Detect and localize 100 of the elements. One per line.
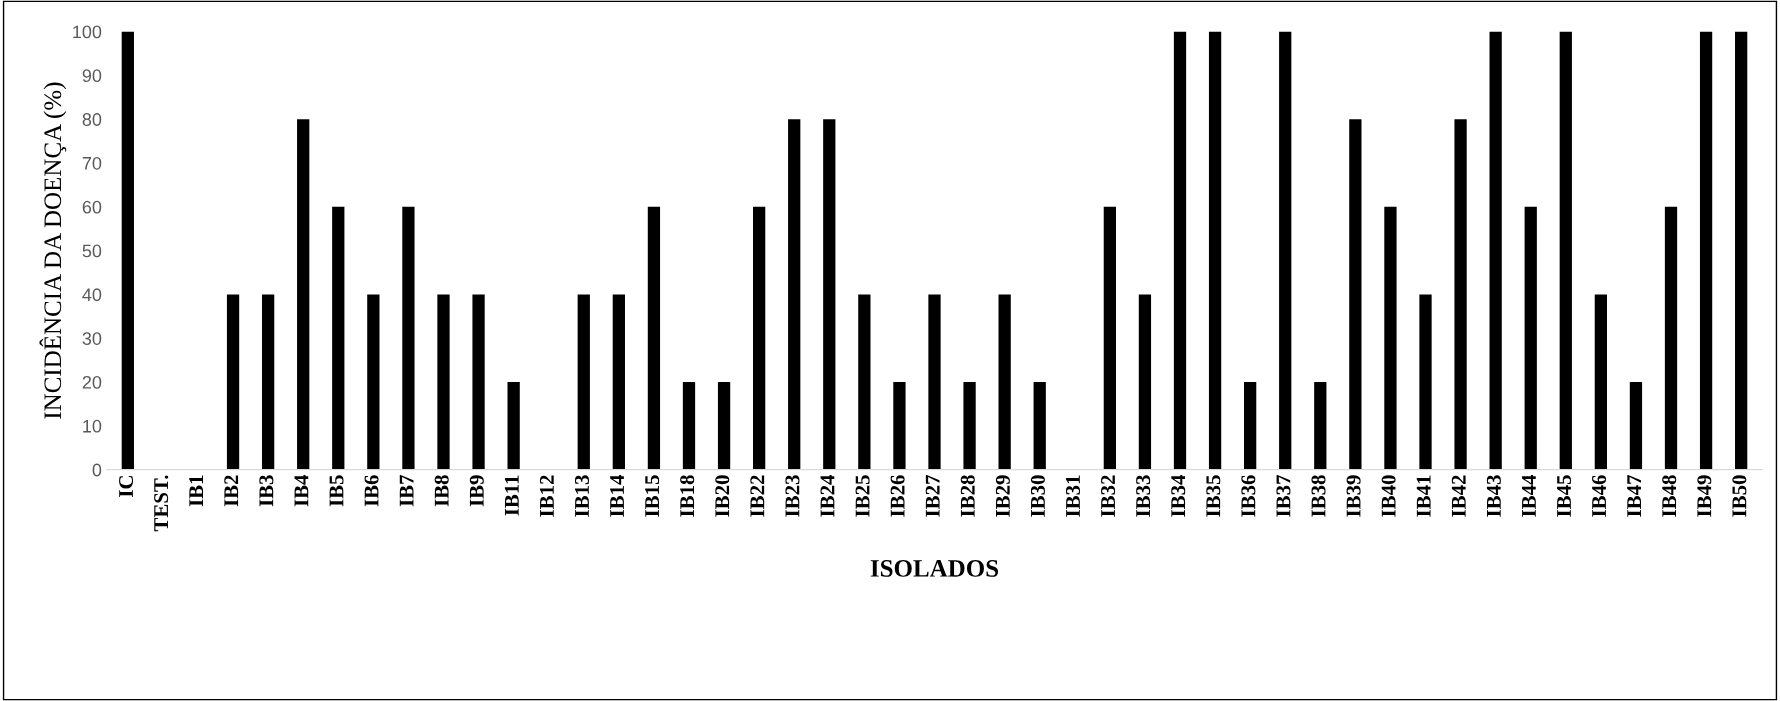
bar (472, 294, 485, 470)
x-tick-label: IB48 (1662, 475, 1677, 517)
x-tick-label: IB49 (1697, 475, 1712, 517)
x-tick-label: IB30 (1030, 475, 1045, 517)
y-axis-title: INCIDÊNCIA DA DOENÇA (%) (39, 82, 67, 419)
x-tick-label: IB32 (1101, 475, 1116, 517)
x-tick-label: IB18 (680, 475, 695, 517)
y-tick-label: 60 (82, 200, 102, 214)
bar (226, 294, 240, 470)
bar (893, 382, 906, 470)
x-tick-label: IB26 (890, 475, 905, 517)
x-tick-label: IB11 (504, 475, 519, 516)
x-tick-label: IB6 (364, 475, 379, 507)
bar (1384, 206, 1397, 470)
x-tick-label: IB36 (1241, 475, 1256, 517)
x-tick-label: IB43 (1486, 475, 1501, 517)
x-tick-label: IB3 (259, 475, 274, 507)
y-tick-label: 100 (73, 25, 102, 39)
x-tick-label: IB44 (1522, 474, 1536, 517)
bar (612, 294, 625, 470)
bar (1594, 294, 1608, 470)
bar (297, 119, 310, 470)
bar (1173, 31, 1187, 470)
x-tick-label: IB24 (820, 474, 835, 517)
bar (437, 294, 450, 470)
x-tick-label: IB22 (750, 475, 765, 517)
x-tick-label: IB7 (399, 475, 414, 507)
bar (1699, 31, 1713, 470)
bar (1138, 294, 1152, 470)
bar (1454, 119, 1467, 470)
bar (1489, 31, 1502, 470)
x-tick-label: IB47 (1627, 475, 1642, 517)
y-tick-label: 70 (82, 156, 102, 170)
x-tick-label: IB29 (995, 475, 1010, 517)
y-tick-label: 20 (82, 375, 102, 389)
bar (1524, 206, 1537, 470)
y-tick-label: 80 (82, 113, 102, 126)
x-tick-label: IB23 (785, 475, 800, 517)
bar (1664, 206, 1678, 470)
x-tick-label: IB25 (855, 475, 870, 517)
x-tick-label: IB38 (1311, 475, 1326, 517)
bar (1103, 206, 1116, 470)
bar (577, 294, 590, 470)
bar (261, 294, 275, 470)
bar (1735, 31, 1748, 470)
x-tick-label: IB45 (1557, 475, 1572, 517)
bar (928, 294, 941, 470)
bar (1559, 31, 1572, 470)
x-tick-label: IB9 (469, 475, 484, 507)
bar (682, 382, 696, 470)
x-tick-label: TEST. (154, 475, 169, 532)
x-tick-label: IB37 (1276, 475, 1291, 517)
x-tick-label: IB39 (1346, 475, 1361, 517)
bar (858, 294, 871, 470)
y-tick-label: 30 (82, 332, 102, 345)
x-tick-label: IB35 (1206, 475, 1221, 517)
bar (998, 294, 1011, 470)
bar (332, 206, 345, 470)
y-tick-label: 0 (92, 463, 102, 477)
x-tick-label: IB42 (1451, 475, 1466, 517)
bar (402, 206, 415, 470)
x-tick-label: IB12 (539, 475, 554, 517)
x-tick-label: IB33 (1136, 475, 1151, 517)
x-tick-label: IB5 (329, 475, 344, 507)
x-tick-label: IB1 (189, 475, 204, 507)
y-tick-label: 40 (82, 288, 102, 302)
x-tick-label: IB40 (1381, 475, 1396, 517)
bar (647, 206, 661, 470)
y-tick-label: 50 (82, 244, 102, 258)
x-tick-label: IB14 (610, 474, 624, 517)
bar (717, 382, 731, 470)
bar (1349, 119, 1362, 470)
bar (367, 294, 380, 470)
x-tick-label: IB31 (1066, 475, 1080, 517)
x-tick-label: IB50 (1732, 475, 1747, 517)
x-tick-label: IB13 (574, 475, 589, 517)
x-tick-label: IB46 (1592, 475, 1607, 517)
bar (507, 382, 520, 470)
x-tick-label: IB4 (294, 474, 309, 507)
bar (1244, 382, 1257, 470)
x-tick-label: IB8 (434, 475, 449, 507)
bar (963, 382, 976, 470)
x-tick-label: IB41 (1416, 475, 1431, 517)
bar (1419, 294, 1432, 470)
x-tick-label: IB27 (925, 475, 940, 517)
bar (121, 31, 134, 470)
bar (1629, 382, 1643, 470)
x-tick-label: IB15 (645, 475, 660, 517)
x-tick-label: IB20 (715, 475, 730, 517)
bar (1033, 382, 1046, 470)
bar (753, 206, 766, 470)
x-tick-label: IB28 (960, 475, 975, 517)
bar (788, 119, 801, 470)
x-axis-title: ISOLADOS (870, 560, 999, 577)
bar (1279, 31, 1292, 470)
y-tick-label: 10 (83, 419, 102, 433)
bar (1314, 382, 1327, 470)
bar (1208, 31, 1222, 470)
y-tick-label: 90 (82, 69, 102, 83)
x-tick-label: IB2 (224, 475, 239, 507)
